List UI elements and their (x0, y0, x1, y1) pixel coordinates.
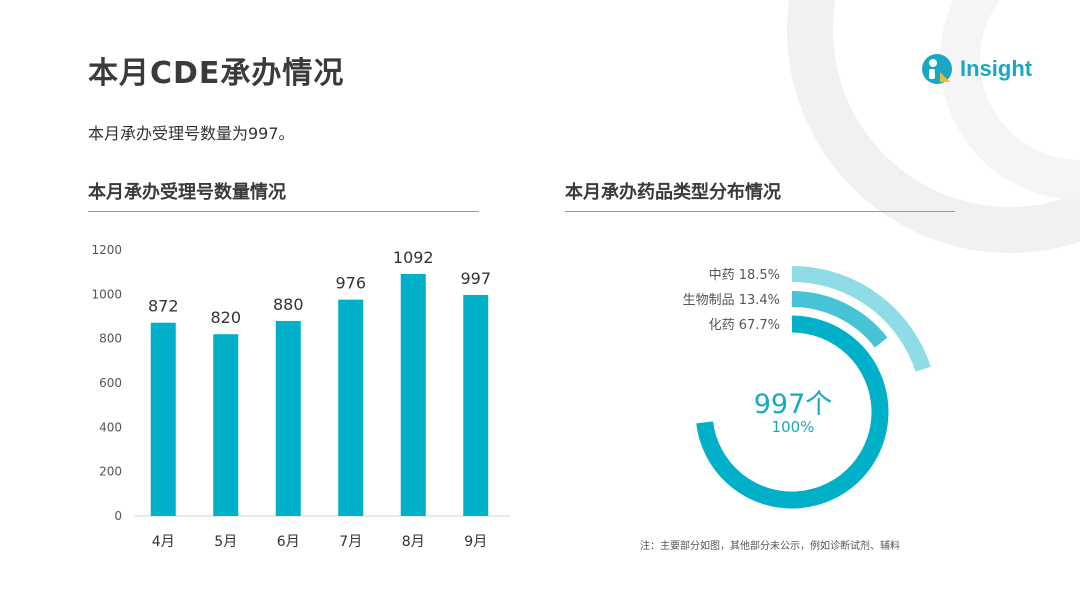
footnote: 注：主要部分如图，其他部分未公示，例如诊断试剂、辅料 (640, 541, 900, 552)
x-tick-label: 4月 (152, 534, 175, 550)
pie-section-title: 本月承办药品类型分布情况 (565, 182, 781, 203)
bar (213, 334, 239, 516)
y-tick-label: 400 (99, 420, 122, 434)
bar (275, 320, 301, 516)
bar-data-label: 880 (273, 295, 304, 314)
page-subtitle: 本月承办受理号数量为997。 (88, 124, 295, 143)
y-tick-label: 200 (99, 465, 122, 479)
x-tick-label: 7月 (339, 534, 362, 550)
arc-label: 生物制品 13.4% (683, 293, 780, 308)
bar-section-divider (88, 211, 479, 212)
x-tick-label: 5月 (214, 534, 237, 550)
bar-data-label: 997 (460, 269, 491, 288)
bar-data-label: 1092 (393, 248, 434, 267)
bar-data-label: 872 (148, 297, 179, 316)
bar (150, 322, 176, 516)
y-tick-label: 800 (99, 332, 122, 346)
arc-series-3 (696, 315, 889, 509)
bar (338, 299, 364, 516)
bar (400, 273, 426, 516)
arc-label: 中药 18.5% (709, 268, 780, 283)
insight-logo-icon (922, 54, 952, 84)
logo: Insight (920, 52, 1032, 86)
arc-label: 化药 67.7% (709, 318, 780, 333)
y-tick-label: 0 (114, 509, 122, 523)
x-tick-label: 9月 (464, 534, 487, 550)
y-tick-label: 600 (99, 376, 122, 390)
x-tick-label: 6月 (277, 534, 300, 550)
logo-text: Insight (960, 56, 1033, 81)
page-title: 本月CDE承办情况 (88, 56, 345, 91)
y-tick-label: 1000 (91, 287, 122, 301)
arc-center-percent: 100% (771, 418, 815, 436)
pie-section-divider (565, 211, 955, 212)
bar-data-label: 976 (335, 274, 366, 293)
y-tick-label: 1200 (91, 243, 122, 257)
arc-series-2 (791, 291, 888, 348)
bar-section-title: 本月承办受理号数量情况 (88, 182, 286, 203)
arc-series-1 (791, 266, 931, 372)
bar-data-label: 820 (210, 308, 241, 327)
arc-chart: 中药 18.5% 生物制品 13.4% 化药 67.7% (683, 266, 931, 509)
bar (463, 294, 489, 516)
x-tick-label: 8月 (402, 534, 425, 550)
arc-center-value: 997个 (753, 389, 833, 420)
bar-chart: 0 200 400 600 800 1000 1200 872 4月 820 5月 880 6月 976 7… (91, 243, 510, 550)
